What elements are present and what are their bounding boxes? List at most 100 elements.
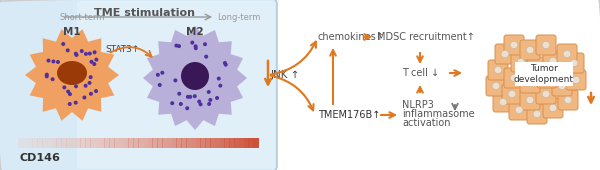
FancyBboxPatch shape [552,60,572,80]
Bar [109,138,115,148]
Ellipse shape [558,82,566,90]
Ellipse shape [563,50,571,58]
Bar [114,138,119,148]
Bar [186,138,191,148]
Bar [138,138,143,148]
FancyBboxPatch shape [552,76,572,96]
Bar [128,138,134,148]
Ellipse shape [526,79,534,87]
FancyBboxPatch shape [493,92,513,112]
Text: Long-term: Long-term [217,13,260,21]
Ellipse shape [543,74,551,82]
Circle shape [203,42,207,46]
Circle shape [45,74,49,78]
FancyBboxPatch shape [486,76,506,96]
Circle shape [193,94,197,98]
Bar [76,138,81,148]
Ellipse shape [515,106,523,114]
Circle shape [194,44,197,48]
Circle shape [207,90,211,94]
Circle shape [66,48,70,52]
Bar [42,138,47,148]
Ellipse shape [510,74,518,82]
Circle shape [223,61,227,65]
Ellipse shape [542,41,550,49]
Ellipse shape [510,41,518,49]
Circle shape [89,60,94,64]
Text: JNK ↑: JNK ↑ [271,70,301,80]
FancyBboxPatch shape [515,62,573,86]
Circle shape [217,76,221,81]
Bar [95,138,100,148]
FancyBboxPatch shape [509,100,529,120]
Circle shape [175,44,178,48]
Bar [85,138,91,148]
Circle shape [92,50,97,54]
Circle shape [199,102,203,106]
Circle shape [66,90,70,94]
Text: activation: activation [402,118,451,128]
Circle shape [160,71,164,75]
Text: NLRP3: NLRP3 [402,100,434,110]
Bar [23,138,28,148]
Text: TMEM176B↑: TMEM176B↑ [318,110,380,120]
Bar [191,138,196,148]
Bar [239,138,244,148]
Bar [205,138,211,148]
Bar [71,138,76,148]
FancyBboxPatch shape [504,68,524,88]
FancyBboxPatch shape [495,44,515,64]
FancyBboxPatch shape [557,44,577,64]
FancyBboxPatch shape [537,68,557,88]
FancyBboxPatch shape [558,90,578,110]
Ellipse shape [570,59,578,67]
Bar [196,138,201,148]
Bar [56,138,62,148]
FancyBboxPatch shape [504,35,524,55]
FancyBboxPatch shape [520,40,540,60]
Circle shape [224,63,228,67]
Polygon shape [25,29,119,121]
Text: T cell ↓: T cell ↓ [402,68,439,78]
Circle shape [52,59,55,63]
Circle shape [170,101,174,105]
Circle shape [46,58,50,63]
Circle shape [194,46,198,50]
Circle shape [89,92,93,96]
Ellipse shape [517,58,525,66]
FancyBboxPatch shape [527,104,547,124]
Circle shape [185,106,189,110]
Circle shape [218,84,223,88]
Bar [181,138,187,148]
Text: STAT3↑: STAT3↑ [106,46,140,55]
Bar [253,138,259,148]
Circle shape [50,77,55,81]
FancyBboxPatch shape [520,90,540,110]
Circle shape [158,83,162,87]
Circle shape [68,92,72,96]
Circle shape [207,102,211,106]
Bar [234,138,239,148]
Bar [52,138,57,148]
FancyBboxPatch shape [511,52,531,72]
Circle shape [68,102,72,106]
Bar [90,138,95,148]
Circle shape [208,98,212,102]
Ellipse shape [57,61,87,85]
Circle shape [74,52,78,56]
Bar [28,138,33,148]
Circle shape [177,92,181,96]
Circle shape [204,55,208,59]
Circle shape [197,100,201,104]
FancyBboxPatch shape [520,73,540,93]
Bar [229,138,235,148]
Text: M1: M1 [63,27,81,37]
Ellipse shape [572,76,580,84]
Ellipse shape [499,98,507,106]
Bar [210,138,215,148]
Circle shape [61,42,65,46]
Circle shape [94,89,98,93]
Bar [248,138,254,148]
Bar [80,138,86,148]
Circle shape [92,62,96,66]
